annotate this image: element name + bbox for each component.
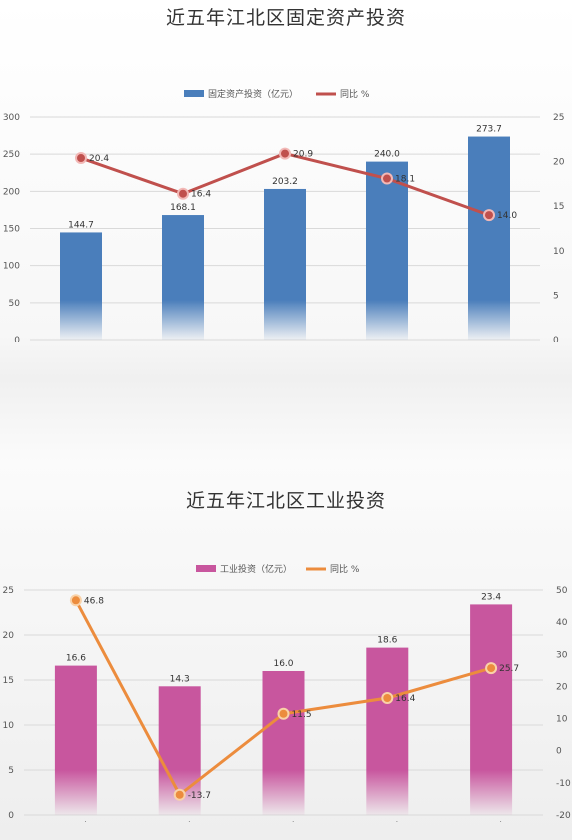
bar	[162, 215, 204, 300]
y2-tick-label: 20	[553, 158, 565, 168]
chart-1-title: 近五年江北区固定资产投资	[165, 7, 406, 29]
y2-tick-label: 30	[556, 650, 568, 660]
y-tick-label: 5	[8, 766, 14, 776]
line-marker	[179, 189, 187, 198]
y-tick-label: 200	[3, 187, 20, 197]
line-marker	[279, 709, 288, 718]
y-tick-label: 10	[3, 721, 15, 731]
line-marker	[175, 790, 184, 799]
bar-data-label: 16.6	[66, 654, 86, 664]
y2-tick-label: 20	[556, 682, 568, 692]
x-tick-label: 2015年	[475, 820, 507, 822]
y2-tick-label: 50	[556, 586, 568, 596]
x-tick-label: 2013年	[268, 820, 300, 822]
line-marker	[487, 664, 496, 673]
line-data-label: 16.4	[191, 190, 211, 200]
y2-tick-label: 40	[556, 618, 568, 628]
y2-tick-label: 0	[553, 336, 559, 342]
bar-data-label: 168.1	[170, 203, 196, 213]
line-marker	[77, 154, 85, 163]
y-tick-label: 15	[3, 676, 14, 686]
bar	[264, 188, 306, 300]
y-tick-label: 50	[9, 299, 21, 309]
bar-data-label: 23.4	[481, 592, 501, 602]
x-tick-label: 2014年	[371, 820, 403, 822]
bar-fade	[60, 300, 102, 340]
bar	[470, 604, 513, 770]
bar	[366, 647, 409, 770]
bar-data-label: 14.3	[170, 674, 190, 684]
bar-fade	[468, 300, 510, 340]
y2-tick-label: 10	[556, 715, 568, 725]
line-marker	[485, 211, 493, 220]
line-marker	[281, 149, 289, 158]
chart-2-title: 近五年江北区工业投资	[185, 490, 386, 512]
line-data-label: 20.4	[89, 154, 109, 164]
line-data-label: 11.5	[292, 710, 312, 720]
y2-tick-label: 10	[553, 247, 565, 257]
legend-label-bar: 固定资产投资（亿元）	[208, 88, 298, 100]
y2-tick-label: 0	[556, 747, 562, 757]
bar-data-label: 18.6	[377, 636, 397, 646]
line-data-label: 14.0	[497, 211, 517, 221]
chart-1-fixed-asset-investment: 0501001502002503000510152025144.72011年16…	[3, 88, 565, 342]
line-marker	[71, 596, 80, 605]
bar-fade	[366, 300, 408, 340]
y-tick-label: 0	[14, 336, 20, 342]
x-tick-label: 2012年	[164, 820, 196, 822]
y-tick-label: 250	[3, 150, 20, 160]
bar-data-label: 144.7	[68, 220, 94, 230]
y-tick-label: 20	[3, 631, 15, 641]
chart-2-industrial-investment: 0 5 10 15 20 25 -20 -10 0 10 20 30 40 50 16.6 2011年 14.3…	[3, 563, 571, 822]
bar-data-label: 273.7	[476, 125, 502, 135]
y-tick-label: 0	[8, 811, 14, 821]
legend-swatch-bar	[196, 565, 216, 572]
line-marker	[383, 694, 392, 702]
y-tick-label: 300	[3, 113, 20, 123]
bar-data-label: 16.0	[273, 659, 293, 669]
bar-fade	[264, 300, 306, 340]
legend-label-line: 同比 %	[330, 563, 360, 575]
bar	[262, 671, 305, 770]
line-marker	[383, 174, 391, 183]
y-tick-label: 150	[3, 225, 20, 235]
y-tick-label: 100	[3, 262, 20, 272]
y-tick-label: 25	[3, 586, 14, 596]
bar-fade	[366, 770, 409, 815]
bar-fade	[162, 300, 204, 340]
y2-tick-label: 15	[553, 202, 564, 212]
x-tick-label: 2011年	[60, 820, 92, 822]
legend-swatch-bar	[184, 90, 204, 97]
line-data-label: 20.9	[293, 150, 313, 160]
legend-label-bar: 工业投资（亿元）	[220, 563, 292, 575]
bar	[54, 665, 97, 770]
y2-tick-label: 25	[553, 113, 564, 123]
legend-label-line: 同比 %	[340, 88, 370, 100]
bar-data-label: 203.2	[272, 177, 298, 187]
bar-fade	[54, 770, 97, 815]
bar-fade	[470, 770, 513, 815]
y2-tick-label: 5	[553, 291, 559, 301]
line-data-label: 16.4	[395, 694, 415, 704]
line-data-label: 46.8	[84, 596, 104, 606]
bar-fade	[262, 770, 305, 815]
y2-tick-label: -10	[556, 779, 571, 789]
y2-tick-label: -20	[556, 811, 571, 821]
bar	[158, 686, 201, 770]
line-data-label: -13.7	[188, 791, 211, 801]
bar	[60, 232, 102, 300]
line-data-label: 25.7	[499, 664, 519, 674]
line-data-label: 18.1	[395, 175, 415, 185]
bar-data-label: 240.0	[374, 150, 400, 160]
